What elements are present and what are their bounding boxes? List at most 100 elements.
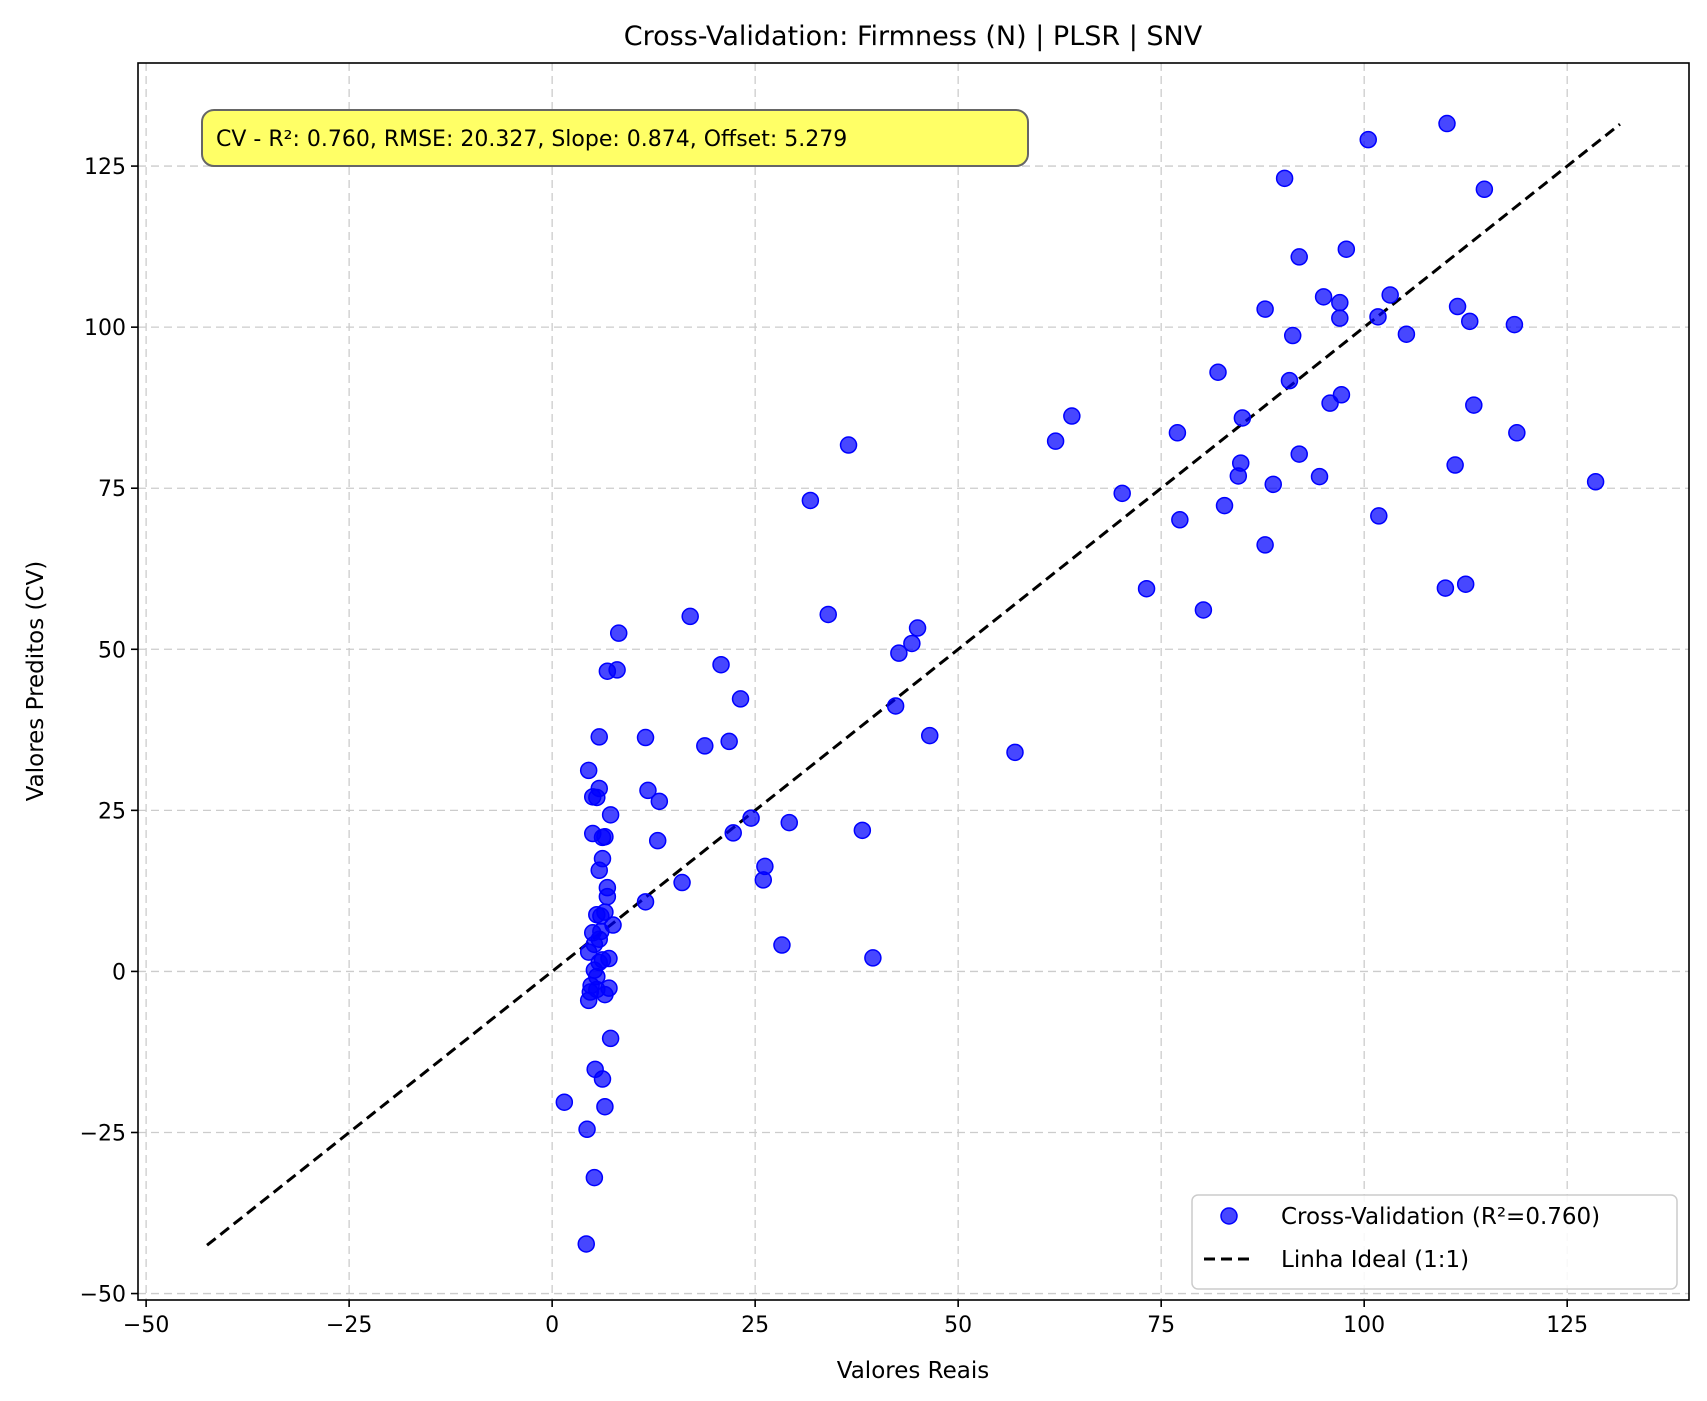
data-point [1063, 407, 1081, 425]
data-point [1275, 169, 1294, 188]
data-point [1456, 575, 1475, 593]
data-point [1290, 445, 1308, 463]
data-point [742, 809, 760, 827]
data-point [696, 737, 714, 755]
x-tick-label: 25 [741, 1313, 769, 1338]
data-point [1446, 456, 1464, 474]
data-point [712, 655, 730, 674]
data-point [1264, 475, 1282, 494]
data-point [1359, 130, 1377, 149]
plot-frame [137, 62, 1690, 1301]
legend-box [1191, 1194, 1678, 1290]
data-point [1331, 309, 1349, 327]
data-point [1215, 496, 1234, 515]
y-ticks: −50 −25 0 25 50 75 100 125 [80, 155, 138, 1308]
data-point [673, 873, 691, 892]
data-point [1460, 312, 1479, 331]
data-point [1438, 114, 1456, 133]
y-tick-label: 100 [84, 316, 126, 341]
data-point [579, 761, 598, 780]
data-point [720, 732, 738, 751]
data-point [1505, 315, 1524, 334]
data-point [1209, 363, 1227, 381]
data-point [1448, 297, 1467, 316]
data-point [1280, 371, 1299, 390]
y-tick-label: 75 [98, 477, 126, 502]
data-point [903, 634, 921, 653]
data-point [819, 605, 837, 624]
data-point [636, 728, 655, 747]
data-point [648, 831, 667, 850]
data-point [1508, 424, 1526, 442]
x-tick-label: 125 [1546, 1313, 1588, 1338]
data-point [1397, 325, 1416, 343]
data-point [1046, 432, 1065, 450]
data-point [801, 491, 820, 510]
data-point [853, 821, 872, 840]
data-point [577, 1235, 595, 1253]
y-tick-label: −50 [80, 1283, 126, 1308]
y-tick-label: 50 [98, 638, 126, 663]
data-point [590, 728, 608, 746]
data-point [583, 924, 602, 942]
data-point [601, 1029, 620, 1048]
data-point [1475, 180, 1494, 199]
data-point [598, 878, 617, 897]
data-point [583, 824, 602, 843]
y-axis-label: Valores Preditos (CV) [23, 561, 49, 802]
data-point [590, 779, 608, 798]
data-point [1232, 454, 1250, 472]
data-point [756, 857, 774, 876]
data-point [636, 893, 655, 911]
y-tick-label: 125 [84, 155, 126, 180]
data-point [609, 624, 628, 642]
data-point [864, 949, 882, 967]
data-point [1113, 484, 1131, 503]
metrics-annotation: CV - R²: 0.760, RMSE: 20.327, Slope: 0.8… [201, 109, 1029, 167]
data-point [600, 949, 618, 968]
data-point [1314, 288, 1333, 306]
data-point [578, 1120, 596, 1139]
data-point [1586, 473, 1605, 491]
x-tick-label: −50 [123, 1313, 169, 1338]
y-tick-label: 0 [112, 960, 126, 985]
y-tick-label: 25 [98, 799, 126, 824]
data-point [1369, 308, 1387, 326]
data-point [1381, 286, 1399, 304]
data-point [890, 644, 908, 662]
data-point [596, 903, 614, 921]
legend-label-cross-validation: Cross-Validation (R²=0.760) [1281, 1204, 1600, 1230]
legend: Cross-Validation (R²=0.760) Linha Ideal … [1191, 1194, 1678, 1290]
data-point [593, 849, 612, 868]
data-point [1337, 240, 1356, 258]
x-tick-label: 75 [1147, 1313, 1175, 1338]
data-point [1194, 601, 1213, 619]
annotation-box [201, 109, 1029, 167]
data-point [555, 1093, 574, 1111]
legend-marker-cross-validation [1220, 1207, 1238, 1225]
data-point [908, 619, 927, 637]
annotation-text: CV - R²: 0.760, RMSE: 20.327, Slope: 0.8… [216, 127, 847, 152]
grid [138, 63, 1689, 1300]
data-point [839, 436, 858, 454]
data-point [1137, 579, 1156, 598]
data-point [1168, 424, 1187, 442]
points-layer [555, 114, 1605, 1253]
data-point [601, 806, 620, 824]
data-point [1006, 743, 1024, 762]
y-tick-label: −25 [80, 1121, 126, 1146]
x-tick-label: 100 [1343, 1313, 1385, 1338]
data-point [1171, 511, 1189, 529]
data-point [724, 824, 742, 842]
data-point [650, 792, 669, 811]
data-point [1310, 467, 1329, 486]
data-point [886, 697, 905, 715]
data-point [600, 979, 618, 997]
data-point [1370, 507, 1388, 525]
x-tick-label: −25 [326, 1313, 372, 1338]
x-ticks: −50 −25 0 25 50 75 100 125 [123, 1300, 1588, 1338]
data-point [639, 781, 657, 800]
data-point [1283, 326, 1302, 345]
chart-title: Cross-Validation: Firmness (N) | PLSR | … [624, 21, 1203, 52]
